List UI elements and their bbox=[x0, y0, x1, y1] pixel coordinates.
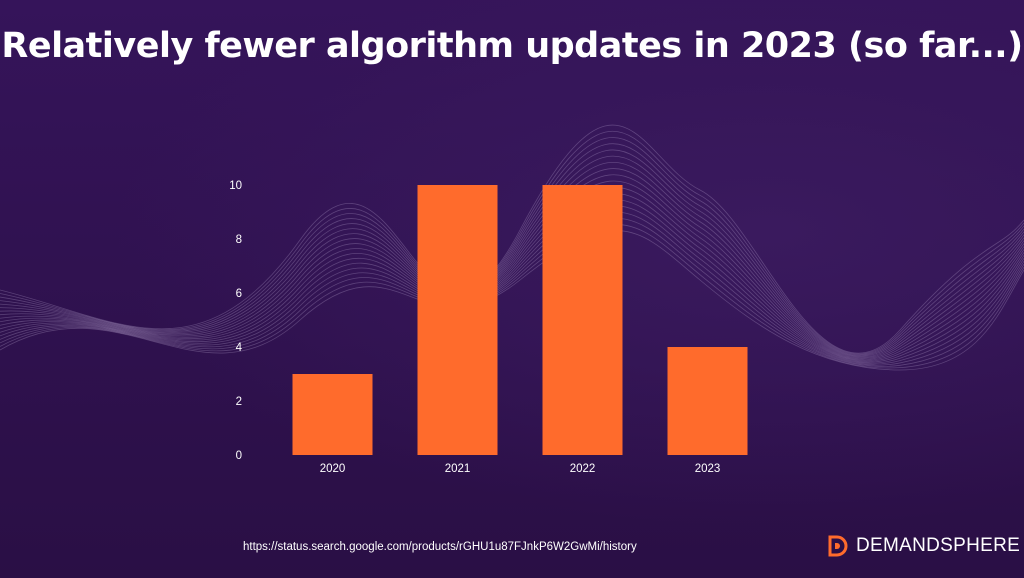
bar-2022 bbox=[542, 185, 623, 455]
y-tick-label: 6 bbox=[236, 288, 242, 300]
y-tick-label: 4 bbox=[236, 342, 243, 354]
wave-line bbox=[0, 124, 1024, 354]
bar-2021 bbox=[417, 185, 498, 455]
x-tick-label: 2021 bbox=[445, 463, 471, 475]
brand: DEMANDSPHERE bbox=[826, 534, 1020, 558]
bar-2023 bbox=[667, 347, 748, 455]
bars bbox=[292, 185, 748, 455]
bar-2020 bbox=[292, 374, 373, 455]
wave-line bbox=[0, 137, 1024, 355]
x-axis-ticks: 2020 2021 2022 2023 bbox=[320, 463, 721, 475]
y-axis-ticks: 0 2 4 6 8 10 bbox=[229, 180, 242, 462]
source-url: https://status.search.google.com/product… bbox=[243, 541, 637, 553]
y-tick-label: 10 bbox=[229, 180, 242, 192]
y-tick-label: 8 bbox=[236, 234, 242, 246]
y-tick-label: 2 bbox=[236, 396, 242, 408]
chart-title: Relatively fewer algorithm updates in 20… bbox=[1, 26, 1023, 66]
y-tick-label: 0 bbox=[236, 450, 242, 462]
wave-line bbox=[0, 149, 1024, 357]
x-tick-label: 2022 bbox=[570, 463, 596, 475]
x-tick-label: 2020 bbox=[320, 463, 346, 475]
wave-line bbox=[0, 131, 1024, 355]
demandsphere-logo-icon bbox=[828, 535, 848, 557]
brand-name: DEMANDSPHERE bbox=[856, 535, 1021, 556]
x-tick-label: 2023 bbox=[695, 463, 721, 475]
wave-line bbox=[0, 143, 1024, 356]
